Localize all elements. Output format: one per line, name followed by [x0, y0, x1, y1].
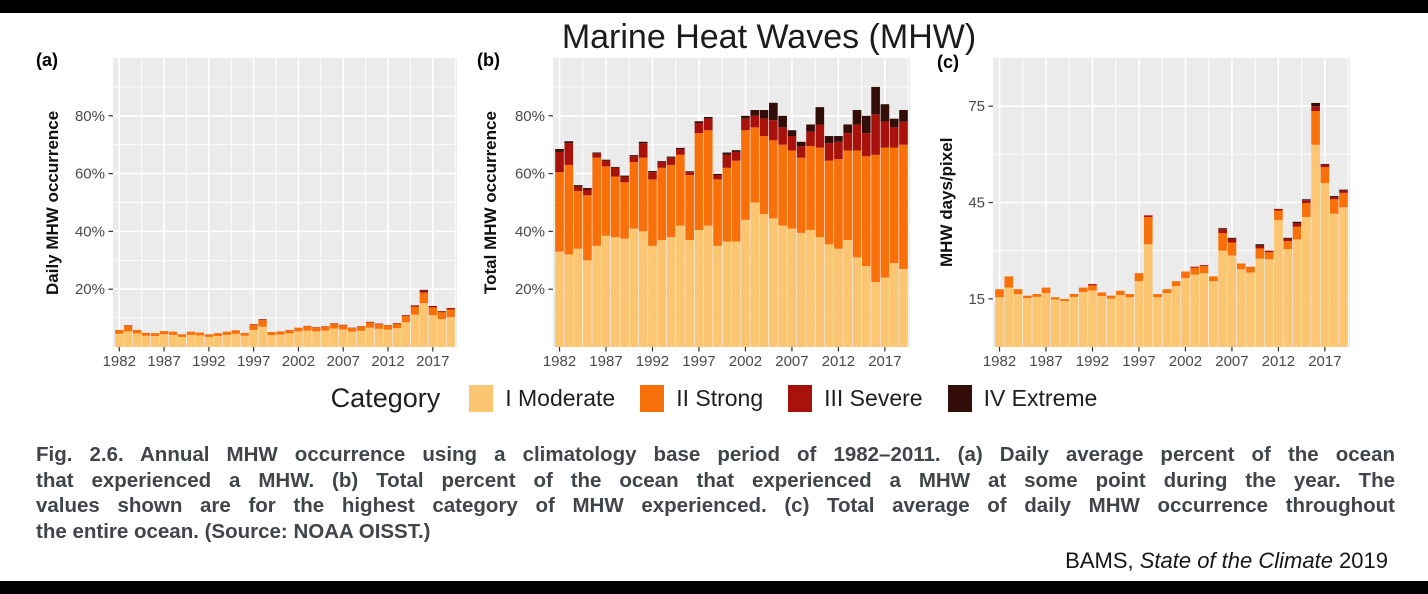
attribution: BAMS, State of the Climate 2019: [1065, 548, 1388, 574]
panel-b-label: (b): [477, 50, 500, 70]
figure-title: Marine Heat Waves (MHW): [561, 18, 977, 56]
legend-item-severe: III Severe: [788, 385, 923, 412]
panel-c-y-axis-title: MHW days/pixel: [937, 137, 956, 268]
panel-a-plot: 20% 40% 60% 80% 1982 1987 1992 1997 2002 2007 2012…: [75, 58, 457, 370]
attribution-suffix: 2019: [1332, 548, 1388, 573]
svg-text:2002: 2002: [1169, 353, 1202, 370]
category-legend: Category I Moderate II Strong III Severe…: [0, 383, 1428, 414]
svg-text:1992: 1992: [636, 353, 669, 370]
svg-text:1987: 1987: [147, 353, 180, 370]
panel-a-y-axis-title: Daily MHW occurrence: [43, 110, 62, 295]
panel-c-chart-svg: 15 45 75 1982 1987 1992 1997 2002 2007 2012 2017: [968, 58, 1350, 370]
panel-b-chart-svg: 20% 40% 60% 80% 1982 1987 1992 1997 2002 2007 2012…: [515, 58, 910, 370]
svg-text:40%: 40%: [75, 223, 105, 240]
svg-text:60%: 60%: [75, 166, 105, 183]
caption-line-2: that experienced a MHW. (b) Total percen…: [36, 468, 1395, 492]
svg-text:2012: 2012: [371, 353, 404, 370]
legend-swatch-strong: [640, 385, 665, 412]
svg-text:15: 15: [968, 291, 985, 308]
bottom-border-bar: [0, 581, 1428, 594]
svg-text:75: 75: [968, 98, 985, 115]
svg-text:2007: 2007: [327, 353, 360, 370]
caption-line-4: the entire ocean. (Source: NOAA OISST.): [36, 519, 431, 543]
legend-swatch-extreme: [947, 385, 972, 412]
svg-text:20%: 20%: [75, 281, 105, 298]
legend-label-moderate: I Moderate: [505, 385, 616, 411]
svg-text:2007: 2007: [1215, 353, 1248, 370]
legend-item-moderate: I Moderate: [469, 385, 615, 412]
legend-swatch-moderate: [469, 385, 494, 412]
svg-text:1987: 1987: [589, 353, 622, 370]
panel-b-y-axis-title: Total MHW occurrence: [481, 111, 500, 294]
attribution-italic: State of the Climate: [1139, 548, 1333, 573]
panel-a-chart-svg: 20% 40% 60% 80% 1982 1987 1992 1997 2002 2007 2012…: [75, 58, 457, 370]
svg-text:1982: 1982: [983, 353, 1016, 370]
svg-text:2002: 2002: [282, 353, 315, 370]
svg-text:1987: 1987: [1029, 353, 1062, 370]
legend-label-severe: III Severe: [824, 385, 923, 411]
svg-text:1997: 1997: [1122, 353, 1155, 370]
panel-c-label: (c): [937, 52, 959, 72]
svg-text:80%: 80%: [515, 108, 545, 125]
attribution-prefix: BAMS,: [1065, 548, 1140, 573]
legend-item-strong: II Strong: [640, 385, 763, 412]
svg-text:1982: 1982: [543, 353, 576, 370]
svg-text:2002: 2002: [729, 353, 762, 370]
panel-a-label: (a): [36, 50, 58, 70]
svg-text:1992: 1992: [192, 353, 225, 370]
panel-c-plot: 15 45 75 1982 1987 1992 1997 2002 2007 2012 2017: [968, 58, 1350, 370]
legend-label-extreme: IV Extreme: [983, 385, 1098, 411]
top-border-bar: [0, 0, 1428, 13]
legend-swatch-severe: [788, 385, 813, 412]
svg-text:1992: 1992: [1076, 353, 1109, 370]
legend-item-extreme: IV Extreme: [947, 385, 1098, 412]
svg-text:45: 45: [968, 195, 985, 212]
legend-title: Category: [330, 383, 441, 413]
svg-text:1997: 1997: [237, 353, 270, 370]
svg-text:60%: 60%: [515, 166, 545, 183]
figure-caption: Fig. 2.6. Annual MHW occurrence using a …: [36, 442, 1395, 544]
legend-label-strong: II Strong: [676, 385, 764, 411]
caption-line-3: values shown are for the highest categor…: [36, 494, 1395, 518]
svg-text:2007: 2007: [775, 353, 808, 370]
svg-text:2017: 2017: [868, 353, 901, 370]
svg-text:40%: 40%: [515, 223, 545, 240]
svg-text:1997: 1997: [682, 353, 715, 370]
panel-b-plot: 20% 40% 60% 80% 1982 1987 1992 1997 2002 2007 2012…: [515, 58, 910, 370]
svg-text:2017: 2017: [416, 353, 449, 370]
svg-text:20%: 20%: [515, 281, 545, 298]
svg-text:2012: 2012: [1262, 353, 1295, 370]
caption-line-1: Fig. 2.6. Annual MHW occurrence using a …: [36, 443, 1395, 466]
svg-text:2017: 2017: [1308, 353, 1341, 370]
svg-text:80%: 80%: [75, 108, 105, 125]
svg-text:1982: 1982: [103, 353, 136, 370]
svg-text:2012: 2012: [822, 353, 855, 370]
